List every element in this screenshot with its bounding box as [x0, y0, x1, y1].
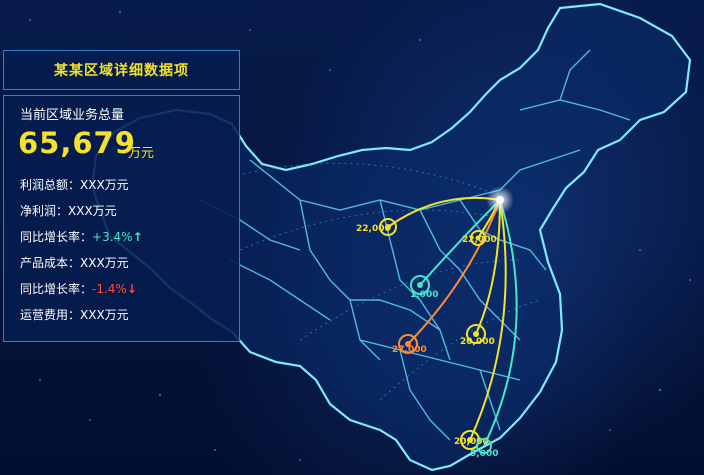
hub-core	[496, 196, 504, 204]
country-outline	[90, 2, 692, 472]
node-7[interactable]: 5,000	[470, 438, 498, 459]
row-growth-up: 同比增长率：+3.4%↑	[20, 228, 143, 245]
node-7-label: 5,000	[470, 449, 498, 459]
row-profit-total: 利润总额：XXX万元	[20, 176, 129, 193]
node-1-label: 22,000	[356, 224, 391, 234]
total-unit: 万元	[128, 146, 155, 161]
row-net-profit-label: 净利润：	[20, 204, 69, 218]
panel-title: 某某区域详细数据项	[54, 63, 189, 79]
row-profit-total-label: 利润总额：	[20, 178, 81, 192]
node-6[interactable]: 20,000	[454, 430, 489, 450]
row-operating-cost-label: 运营费用：	[20, 308, 81, 322]
star-field	[29, 11, 691, 461]
row-product-cost: 产品成本：XXX万元	[20, 254, 129, 271]
row-growth-down: 同比增长率：-1.4%↓	[20, 280, 137, 297]
node-4[interactable]: 27,000	[392, 334, 427, 355]
node-2-label: 22,000	[462, 235, 497, 245]
node-5[interactable]: 20,000	[460, 324, 495, 347]
row-product-cost-label: 产品成本：	[20, 256, 81, 270]
row-growth-down-label: 同比增长率：	[20, 282, 93, 296]
total-label: 当前区域业务总量	[20, 108, 125, 123]
node-3-label: 1,000	[410, 290, 438, 300]
row-growth-up-label: 同比增长率：	[20, 230, 93, 244]
province-borders	[199, 49, 631, 441]
radar-arcs	[219, 162, 541, 401]
row-growth-up-value: +3.4%	[92, 230, 133, 244]
arrow-down-icon: ↓	[126, 282, 137, 296]
node-3[interactable]: 1,000	[410, 275, 438, 300]
row-growth-down-value: -1.4%	[92, 282, 127, 296]
node-1[interactable]: 22,000	[356, 218, 397, 236]
detail-panel: 当前区域业务总量 65,679 万元 利润总额：XXX万元 净利润：XXX万元 …	[3, 95, 240, 342]
node-5-label: 20,000	[460, 337, 495, 347]
row-operating-cost: 运营费用：XXX万元	[20, 306, 129, 323]
row-product-cost-value: XXX万元	[80, 256, 129, 270]
node-4-label: 27,000	[392, 345, 427, 355]
row-operating-cost-value: XXX万元	[80, 308, 129, 322]
arrow-up-icon: ↑	[132, 230, 143, 244]
row-profit-total-value: XXX万元	[80, 178, 129, 192]
total-value: 65,679	[18, 126, 136, 160]
row-net-profit-value: XXX万元	[68, 204, 117, 218]
row-net-profit: 净利润：XXX万元	[20, 202, 117, 219]
node-2[interactable]: 22,000	[462, 230, 497, 246]
node-6-label: 20,000	[454, 437, 489, 447]
panel-title-bar: 某某区域详细数据项	[3, 50, 240, 90]
